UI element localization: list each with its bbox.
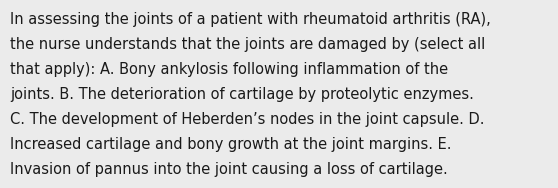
Text: Invasion of pannus into the joint causing a loss of cartilage.: Invasion of pannus into the joint causin… — [10, 162, 448, 177]
Text: joints. B. The deterioration of cartilage by proteolytic enzymes.: joints. B. The deterioration of cartilag… — [10, 87, 474, 102]
Text: the nurse understands that the joints are damaged by (select all: the nurse understands that the joints ar… — [10, 37, 485, 52]
Text: C. The development of Heberden’s nodes in the joint capsule. D.: C. The development of Heberden’s nodes i… — [10, 112, 484, 127]
Text: In assessing the joints of a patient with rheumatoid arthritis (RA),: In assessing the joints of a patient wit… — [10, 12, 491, 27]
Text: that apply): A. Bony ankylosis following inflammation of the: that apply): A. Bony ankylosis following… — [10, 62, 448, 77]
Text: Increased cartilage and bony growth at the joint margins. E.: Increased cartilage and bony growth at t… — [10, 137, 451, 152]
